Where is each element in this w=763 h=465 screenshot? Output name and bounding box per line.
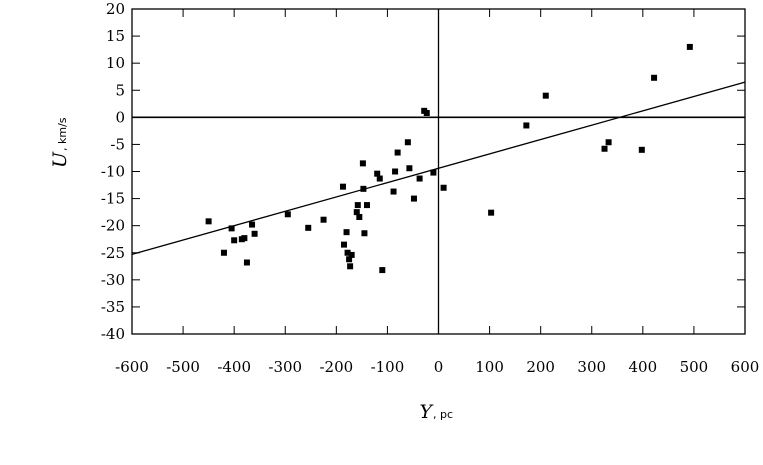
y-tick-label: 20: [106, 0, 125, 18]
x-tick-label: 600: [731, 358, 760, 376]
data-point: [284, 211, 291, 218]
zero-lines: [132, 9, 745, 334]
data-point: [410, 195, 417, 202]
x-axis-title: Y: [419, 401, 434, 423]
data-point: [605, 139, 612, 146]
data-point: [228, 225, 235, 232]
x-tick-label: 200: [526, 358, 555, 376]
x-tick-label: -200: [319, 358, 353, 376]
y-tick-label: -30: [101, 271, 125, 289]
data-point: [638, 146, 645, 153]
data-point: [601, 145, 608, 152]
data-point: [340, 241, 347, 248]
x-tick-label: -400: [217, 358, 251, 376]
y-tick-label: -20: [101, 217, 125, 235]
y-axis-unit: , km/s: [56, 117, 69, 151]
y-tick-label: 15: [106, 27, 125, 45]
data-point: [243, 259, 250, 266]
data-point: [205, 218, 212, 225]
data-point: [339, 183, 346, 190]
data-point: [488, 209, 495, 216]
data-point: [359, 160, 366, 167]
data-points: [205, 43, 693, 274]
data-point: [406, 165, 413, 172]
data-point: [241, 235, 248, 242]
y-tick-label: 0: [115, 108, 125, 126]
data-point: [344, 249, 351, 256]
data-point: [686, 43, 693, 50]
data-point: [416, 175, 423, 182]
y-tick-label: -10: [101, 163, 125, 181]
data-point: [542, 92, 549, 99]
y-tick-label: -15: [101, 190, 125, 208]
data-point: [320, 216, 327, 223]
x-tick-label: 0: [434, 358, 444, 376]
y-axis-ticks: 20 15 10 5 0 -5 -10 -15 -20 -25 -30 -35 -40: [101, 0, 745, 343]
y-tick-label: 10: [106, 54, 125, 72]
data-point: [390, 188, 397, 195]
data-point: [379, 267, 386, 274]
data-point: [376, 175, 383, 182]
data-point: [356, 214, 363, 220]
y-tick-label: -25: [101, 244, 125, 262]
data-point: [523, 122, 530, 129]
y-tick-label: -40: [101, 325, 125, 343]
x-tick-label: 400: [629, 358, 658, 376]
data-point: [360, 185, 367, 192]
data-point: [423, 110, 430, 116]
x-tick-label: -600: [115, 358, 149, 376]
data-point: [363, 202, 370, 209]
y-tick-label: 5: [115, 81, 125, 99]
data-point: [430, 169, 437, 176]
data-point: [404, 139, 411, 146]
data-point: [343, 229, 350, 236]
data-point: [651, 74, 658, 81]
x-axis-unit: , pc: [433, 408, 453, 421]
x-tick-label: 500: [680, 358, 709, 376]
data-point: [347, 263, 354, 270]
data-point: [305, 224, 312, 231]
data-point: [440, 184, 447, 191]
data-point: [231, 237, 238, 244]
data-point: [348, 251, 355, 258]
data-point: [220, 249, 227, 256]
data-point: [392, 168, 399, 175]
x-tick-label: 100: [475, 358, 504, 376]
data-point: [374, 170, 381, 177]
data-point: [346, 256, 353, 263]
data-point: [251, 230, 258, 237]
data-point: [361, 230, 368, 237]
data-point: [394, 149, 401, 156]
x-tick-label: -100: [371, 358, 405, 376]
y-tick-label: -35: [101, 298, 125, 316]
y-tick-label: -5: [110, 135, 125, 153]
x-axis-ticks: -600 -500 -400 -300 -200 -100 0 100 200 300 400 500…: [115, 9, 759, 376]
x-tick-label: -500: [166, 358, 200, 376]
x-tick-label: -300: [268, 358, 302, 376]
data-point: [249, 221, 256, 228]
x-tick-label: 300: [577, 358, 606, 376]
data-point: [354, 202, 361, 209]
axis-titles: Y , pc U , km/s: [49, 117, 453, 423]
y-axis-title: U: [49, 151, 71, 168]
data-point: [353, 209, 360, 216]
